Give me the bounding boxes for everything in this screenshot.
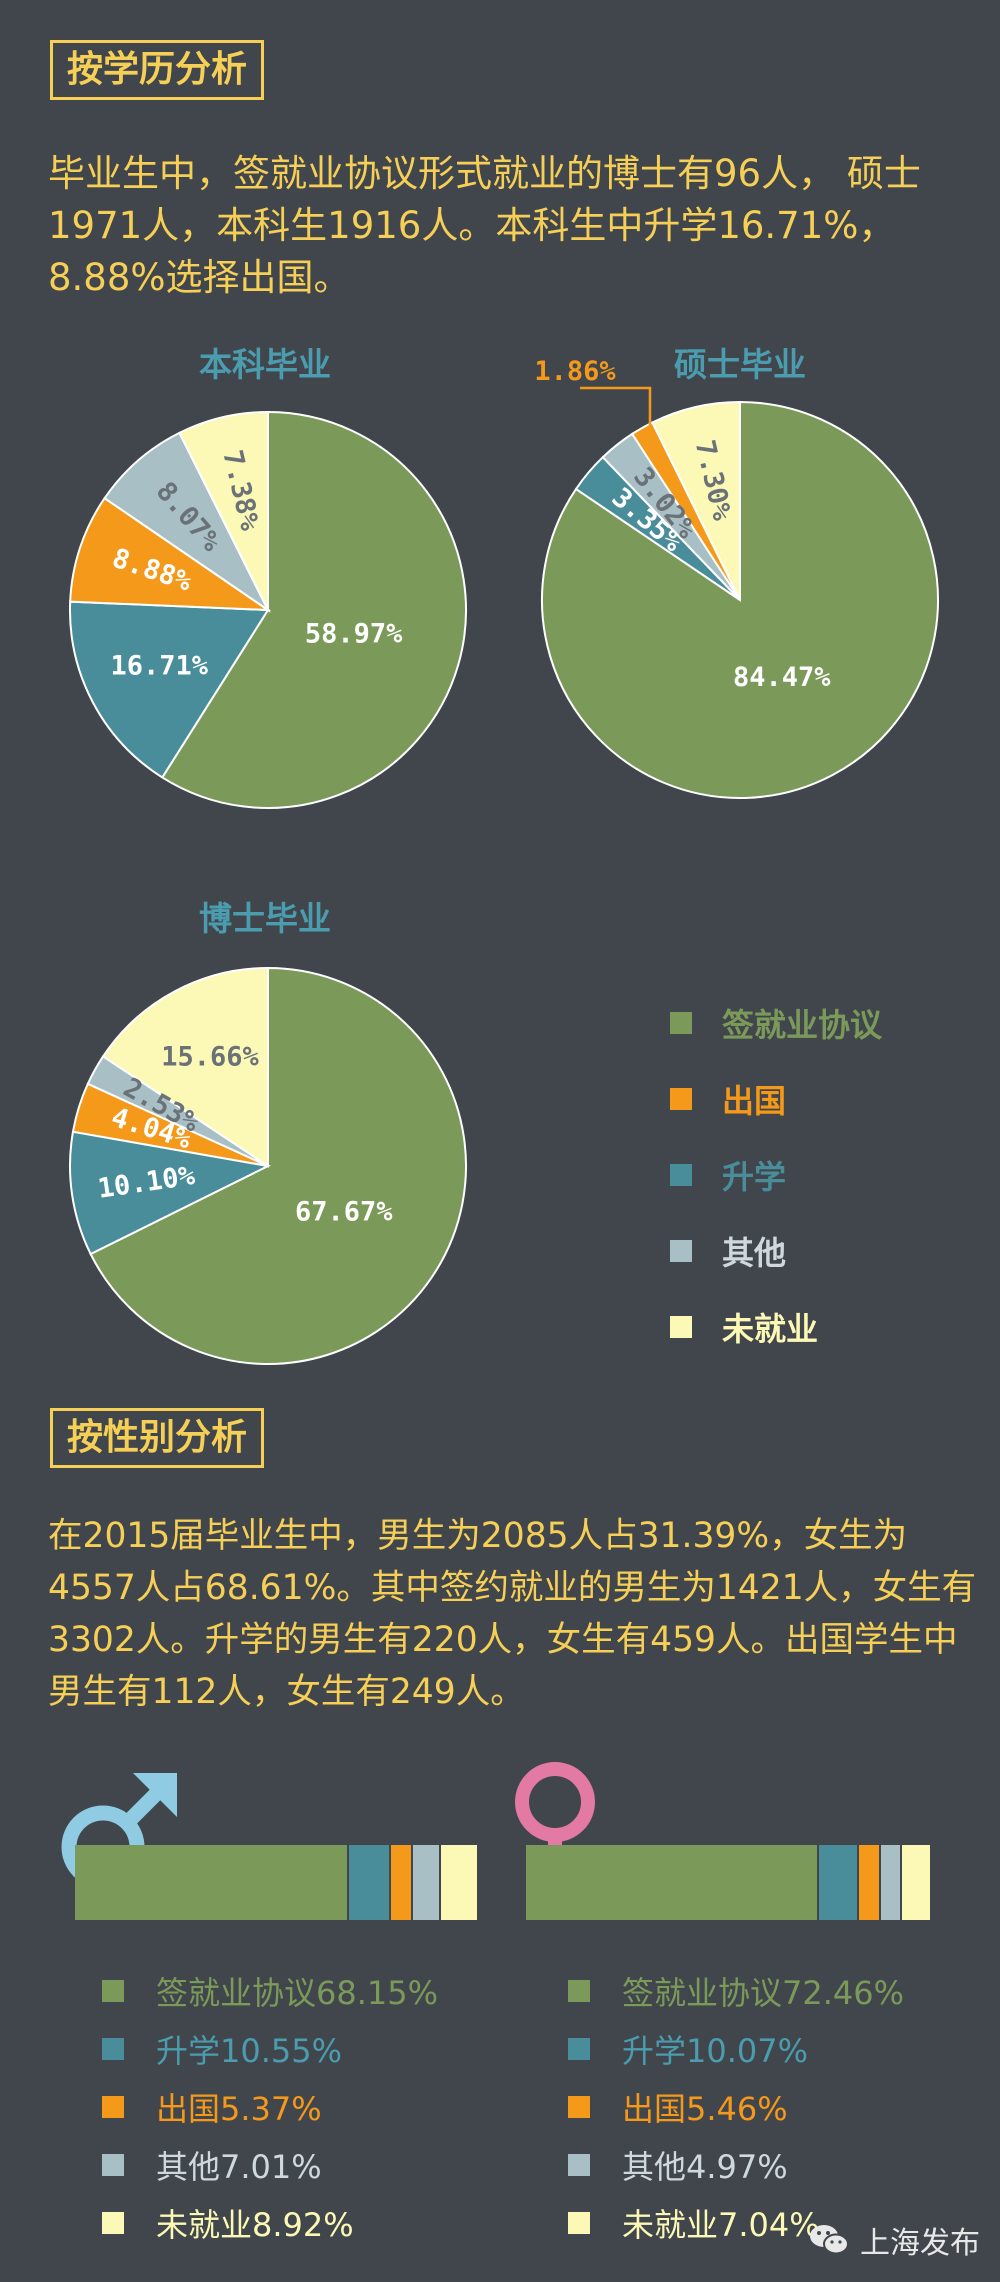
legend-label: 出国 bbox=[722, 1082, 787, 1120]
wechat-icon bbox=[810, 2225, 849, 2255]
gender-legend-label: 出国5.46% bbox=[622, 2090, 788, 2128]
bar-segment-abroad bbox=[859, 1845, 882, 1920]
female-stacked-bar bbox=[526, 1845, 930, 1920]
legend-swatch bbox=[670, 1240, 692, 1262]
legend-swatch bbox=[670, 1088, 692, 1110]
legend-swatch bbox=[102, 2212, 124, 2234]
gender-legend-item-further-study: 升学10.07% bbox=[568, 2020, 904, 2078]
watermark-text: 上海发布 bbox=[860, 2226, 980, 2261]
pie-chart-bachelor: 58.97%16.71%8.88%8.07%7.38% bbox=[69, 410, 467, 809]
gender-legend-item-unemployed: 未就业8.92% bbox=[102, 2194, 438, 2252]
female-legend: 签就业协议72.46% 升学10.07% 出国5.46% 其他4.97% 未就业7.04… bbox=[568, 1962, 904, 2252]
legend-swatch bbox=[568, 2154, 590, 2176]
legend-item-signed: 签就业协议 bbox=[670, 985, 882, 1061]
bar-segment-signed bbox=[526, 1845, 819, 1920]
pie-slice-further-study bbox=[69, 1130, 272, 1256]
section-title-gender: 按性别分析 bbox=[50, 1408, 265, 1468]
gender-legend-item-abroad: 出国5.46% bbox=[568, 2078, 904, 2136]
legend-swatch bbox=[102, 2038, 124, 2060]
legend-swatch bbox=[102, 2096, 124, 2118]
pie-title-doctor: 博士毕业 bbox=[199, 899, 331, 938]
bar-segment-signed bbox=[75, 1845, 349, 1920]
male-stacked-bar bbox=[75, 1845, 477, 1920]
gender-legend-label: 未就业8.92% bbox=[156, 2206, 354, 2244]
legend-item-other: 其他 bbox=[670, 1213, 882, 1289]
pie-chart-doctor: 67.67%10.10%4.04%2.53%15.66% bbox=[69, 966, 467, 1365]
gender-legend-item-other: 其他4.97% bbox=[568, 2136, 904, 2194]
legend-item-abroad: 出国 bbox=[670, 1061, 882, 1137]
bar-segment-further-study bbox=[348, 1845, 392, 1920]
pie-label-unemployed: 15.66% bbox=[161, 1041, 259, 1072]
bar-segment-unemployed bbox=[441, 1845, 477, 1920]
pie-title-master: 硕士毕业 bbox=[674, 345, 806, 384]
legend-label: 升学 bbox=[722, 1158, 787, 1196]
gender-legend-label: 升学10.55% bbox=[156, 2032, 343, 2070]
legend-swatch bbox=[670, 1164, 692, 1186]
gender-legend-label: 出国5.37% bbox=[156, 2090, 322, 2128]
pie-slice-unemployed bbox=[650, 400, 741, 601]
pie-slice-other bbox=[103, 431, 271, 614]
bar-segment-other bbox=[412, 1845, 442, 1920]
watermark: 上海发布 bbox=[808, 2218, 980, 2262]
section-title-education: 按学历分析 bbox=[50, 40, 265, 100]
pie-slice-abroad bbox=[69, 496, 272, 612]
legend-label: 其他 bbox=[722, 1234, 787, 1272]
gender-legend-label: 其他4.97% bbox=[622, 2148, 788, 2186]
gender-legend-item-further-study: 升学10.55% bbox=[102, 2020, 438, 2078]
education-paragraph: 毕业生中，签就业协议形式就业的博士有96人， 硕士1971人，本科生1916人。… bbox=[48, 152, 921, 299]
legend-swatch bbox=[670, 1012, 692, 1034]
pie-label-signed: 58.97% bbox=[305, 618, 403, 649]
callout-line bbox=[580, 386, 652, 442]
legend-swatch bbox=[102, 2154, 124, 2176]
bar-segment-further-study bbox=[818, 1845, 860, 1920]
legend-label: 未就业 bbox=[722, 1310, 819, 1348]
pie-legend: 签就业协议 出国 升学 其他 未就业 bbox=[670, 985, 882, 1365]
legend-item-further-study: 升学 bbox=[670, 1137, 882, 1213]
gender-legend-label: 其他7.01% bbox=[156, 2148, 322, 2186]
gender-legend-label: 签就业协议68.15% bbox=[156, 1974, 439, 2012]
bar-segment-other bbox=[881, 1845, 902, 1920]
bar-segment-unemployed bbox=[901, 1845, 930, 1920]
pie-slice-further-study bbox=[69, 600, 270, 779]
pie-label-further-study: 16.71% bbox=[110, 650, 208, 681]
bar-segment-abroad bbox=[391, 1845, 413, 1920]
legend-label: 签就业协议 bbox=[722, 1006, 883, 1044]
pie-label-signed: 67.67% bbox=[295, 1196, 393, 1227]
legend-swatch bbox=[568, 2096, 590, 2118]
gender-legend-item-other: 其他7.01% bbox=[102, 2136, 438, 2194]
legend-item-unemployed: 未就业 bbox=[670, 1289, 882, 1365]
gender-paragraph: 在2015届毕业生中，男生为2085人占31.39%，女生为4557人占68.6… bbox=[48, 1516, 977, 1712]
pie-slice-signed bbox=[89, 966, 467, 1365]
gender-legend-item-signed: 签就业协议68.15% bbox=[102, 1962, 438, 2020]
gender-legend-item-unemployed: 未就业7.04% bbox=[568, 2194, 904, 2252]
legend-swatch bbox=[568, 2038, 590, 2060]
pie-slice-unemployed bbox=[178, 410, 269, 611]
legend-swatch bbox=[568, 2212, 590, 2234]
gender-legend-label: 未就业7.04% bbox=[622, 2206, 820, 2244]
gender-legend-label: 升学10.07% bbox=[622, 2032, 809, 2070]
pie-label-abroad: 1.86% bbox=[534, 356, 616, 387]
male-legend: 签就业协议68.15% 升学10.55% 出国5.37% 其他7.01% 未就业8.92… bbox=[102, 1962, 438, 2252]
gender-legend-label: 签就业协议72.46% bbox=[622, 1974, 905, 2012]
legend-swatch bbox=[568, 1980, 590, 2002]
legend-swatch bbox=[102, 1980, 124, 2002]
pie-title-bachelor: 本科毕业 bbox=[199, 345, 331, 384]
pie-chart-master: 84.47%3.35%3.02%1.86%7.30% bbox=[534, 356, 939, 799]
pie-label-signed: 84.47% bbox=[733, 662, 831, 693]
legend-swatch bbox=[670, 1316, 692, 1338]
gender-legend-item-abroad: 出国5.37% bbox=[102, 2078, 438, 2136]
gender-legend-item-signed: 签就业协议72.46% bbox=[568, 1962, 904, 2020]
pie-slice-signed bbox=[160, 410, 467, 809]
pie-slice-unemployed bbox=[101, 966, 269, 1168]
